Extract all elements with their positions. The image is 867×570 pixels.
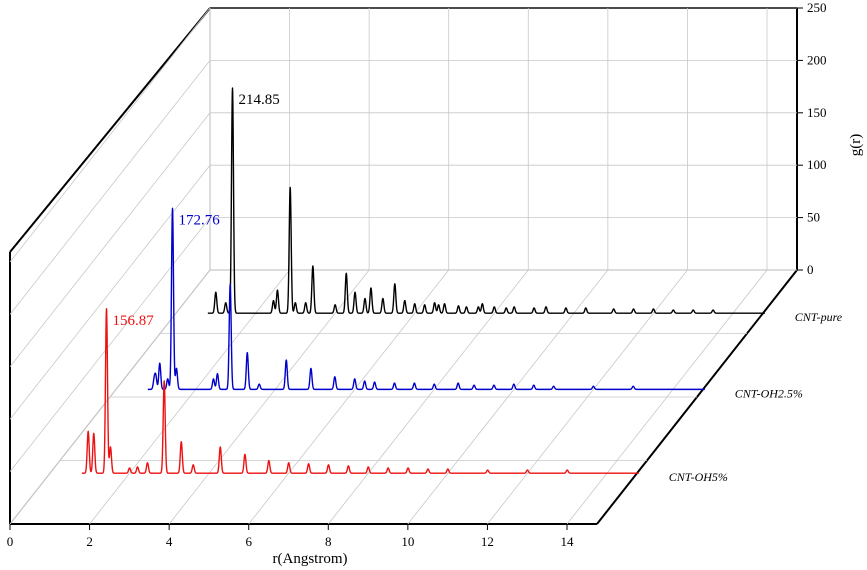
y-tick-label: 150 bbox=[807, 105, 827, 120]
series-line-0 bbox=[207, 87, 766, 314]
x-tick-label: 14 bbox=[561, 534, 575, 549]
legend-entry: CNT-OH5% bbox=[669, 470, 728, 484]
x-axis-label: r(Angstrom) bbox=[273, 551, 348, 567]
x-tick-label: 6 bbox=[245, 534, 252, 549]
peak-value-label: 172.76 bbox=[178, 212, 220, 228]
peak-value-label: 214.85 bbox=[238, 92, 279, 108]
grid-lines bbox=[9, 7, 797, 525]
grid-line-wall-1 bbox=[9, 217, 211, 472]
x-axis-ticks: 0 2 4 6 8 10 12 14 bbox=[7, 524, 574, 549]
grid-line-wall-4 bbox=[9, 60, 211, 315]
legend: CNT-pure CNT-OH2.5% CNT-OH5% bbox=[669, 310, 843, 484]
y-tick-label: 50 bbox=[807, 210, 820, 225]
legend-entry: CNT-OH2.5% bbox=[735, 386, 803, 400]
series-lines bbox=[81, 87, 766, 474]
x-tick-label: 0 bbox=[7, 534, 14, 549]
x-tick-label: 4 bbox=[166, 534, 173, 549]
plot-frame bbox=[9, 7, 798, 525]
y-tick-label: 200 bbox=[807, 52, 827, 67]
series-line-1 bbox=[147, 207, 706, 391]
peak-labels: 214.85 172.76 156.87 bbox=[112, 92, 279, 329]
legend-entry: CNT-pure bbox=[795, 310, 843, 324]
x-tick-label: 8 bbox=[325, 534, 332, 549]
y-axis-label: g(r) bbox=[848, 134, 864, 157]
left-top-edge bbox=[9, 7, 211, 253]
x-tick-label: 12 bbox=[481, 534, 494, 549]
grid-line-wall-2 bbox=[9, 164, 211, 420]
x-tick-label: 10 bbox=[401, 534, 414, 549]
x-tick-label: 2 bbox=[86, 534, 93, 549]
y-tick-label: 0 bbox=[807, 262, 814, 277]
series-line-2 bbox=[81, 308, 640, 474]
y-tick-label: 250 bbox=[807, 0, 827, 15]
y-axis-ticks: 0 50 100 150 200 250 bbox=[797, 0, 827, 277]
peak-value-label: 156.87 bbox=[112, 313, 154, 329]
grid-line-wall-5 bbox=[9, 7, 211, 263]
grid-line-wall-3 bbox=[9, 112, 211, 368]
y-tick-label: 100 bbox=[807, 157, 827, 172]
